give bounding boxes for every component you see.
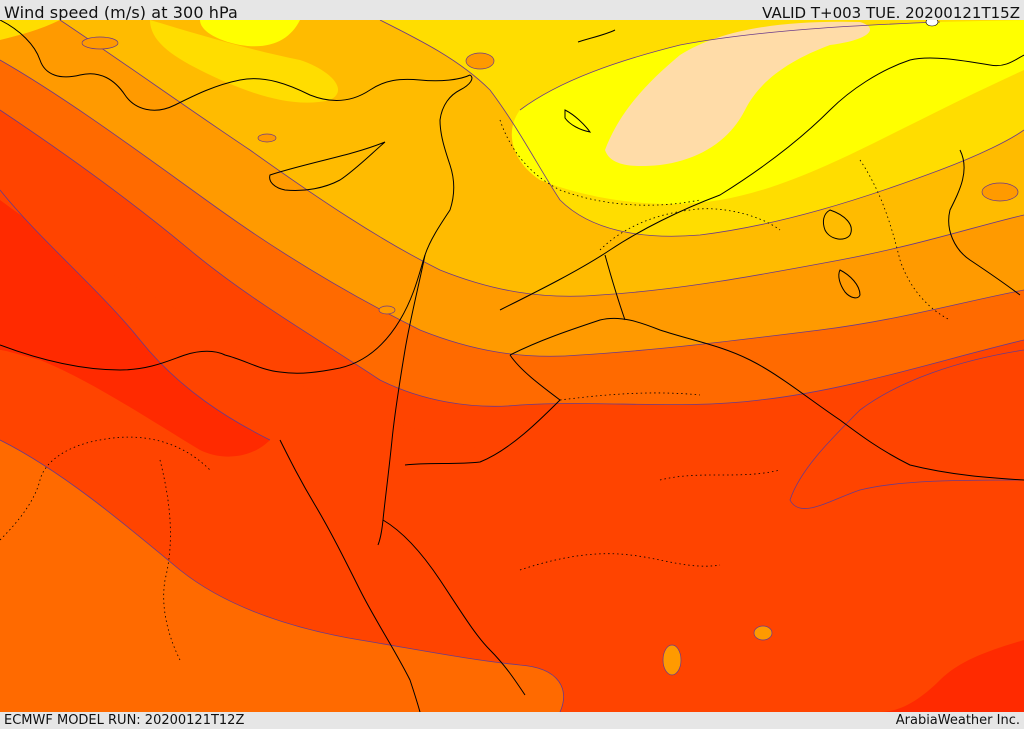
contour-lines	[0, 20, 1024, 712]
wind-core-west	[0, 190, 270, 457]
wind-band-6-egypt	[0, 460, 90, 712]
map-corner-island	[925, 20, 939, 27]
credit-label: ArabiaWeather Inc.	[895, 713, 1020, 728]
boundary-lines	[0, 119, 951, 661]
wind-speed-map[interactable]	[0, 20, 1024, 712]
wind-band-3-west	[150, 20, 339, 103]
map-title: Wind speed (m/s) at 300 hPa	[4, 3, 238, 22]
wind-band-7	[0, 110, 1024, 509]
wind-band-1	[605, 21, 870, 167]
header-bar: Wind speed (m/s) at 300 hPa VALID T+003 …	[0, 0, 1024, 22]
valid-time-label: VALID T+003 TUE. 20200121T15Z	[762, 4, 1020, 22]
wind-core-southeast	[880, 640, 1024, 712]
coastlines	[0, 20, 1024, 712]
footer-bar: ECMWF MODEL RUN: 20200121T12Z ArabiaWeat…	[0, 712, 1024, 729]
wind-band-5	[0, 20, 1024, 357]
wind-band-2-nw	[200, 20, 300, 47]
model-run-label: ECMWF MODEL RUN: 20200121T12Z	[4, 713, 245, 728]
wind-band-6-south	[0, 440, 564, 712]
wind-band-6	[0, 60, 1024, 407]
small-features	[81, 36, 1019, 676]
